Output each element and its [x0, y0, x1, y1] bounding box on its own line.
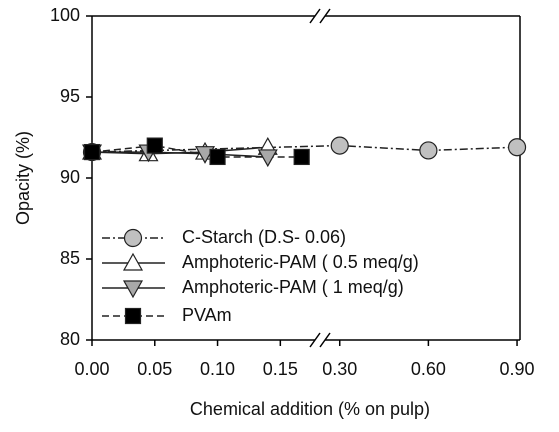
x-tick-label: 0.05: [137, 359, 172, 379]
axis-break: [319, 8, 331, 24]
marker: [330, 136, 349, 155]
marker: [122, 252, 144, 271]
x-tick-label: 0.00: [74, 359, 109, 379]
y-tick-label: 80: [60, 329, 80, 349]
x-tick-label: 0.10: [200, 359, 235, 379]
axis-break: [309, 8, 321, 24]
series-line: [91, 144, 518, 153]
marker: [124, 307, 142, 325]
marker: [123, 228, 143, 248]
y-tick-label: 100: [50, 5, 80, 25]
marker: [419, 141, 438, 160]
axis-break: [309, 332, 321, 348]
marker: [146, 137, 163, 154]
marker: [83, 143, 101, 161]
series-line: [92, 151, 268, 158]
x-axis-title: Chemical addition (% on pulp): [190, 399, 430, 419]
x-tick-label: 0.90: [500, 359, 535, 379]
x-tick-label: 0.15: [263, 359, 298, 379]
y-tick-label: 90: [60, 167, 80, 187]
legend-label: C-Starch (D.S- 0.06): [182, 227, 346, 247]
marker: [257, 149, 278, 168]
x-tick-label: 0.60: [411, 359, 446, 379]
x-tick-label: 0.30: [322, 359, 357, 379]
marker: [122, 280, 144, 299]
series-line: [91, 144, 302, 158]
y-axis-title: Opacity (%): [13, 131, 33, 225]
legend-label: Amphoteric-PAM ( 0.5 meq/g): [182, 252, 419, 272]
legend-label: PVAm: [182, 305, 232, 325]
marker: [507, 138, 527, 157]
legend-label: Amphoteric-PAM ( 1 meq/g): [182, 277, 404, 297]
y-tick-label: 95: [60, 86, 80, 106]
y-tick-label: 85: [60, 248, 80, 268]
marker: [293, 148, 310, 166]
axis-break: [319, 332, 331, 348]
marker: [209, 148, 226, 166]
